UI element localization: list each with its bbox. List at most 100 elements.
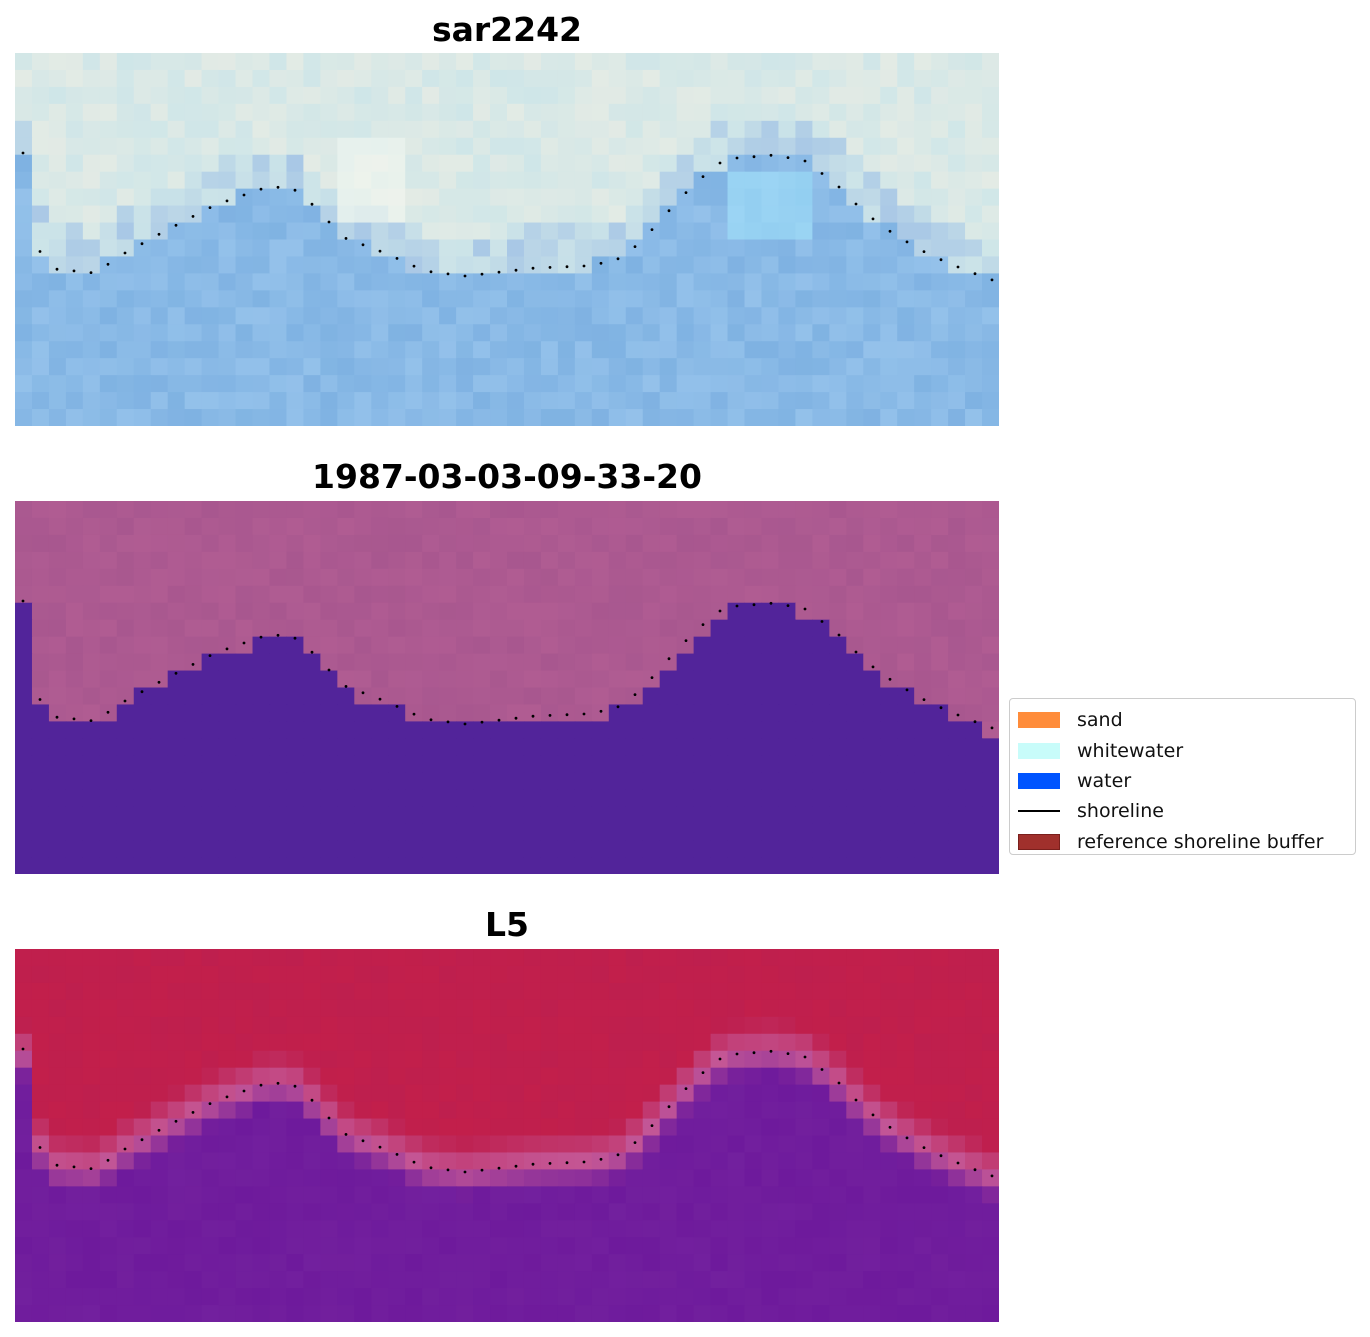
shoreline-point: [497, 270, 501, 274]
shoreline-point: [735, 1052, 739, 1056]
shoreline-point: [395, 705, 399, 708]
shoreline-point: [871, 217, 875, 221]
shoreline-point: [905, 240, 909, 244]
shoreline-point: [752, 1051, 756, 1055]
shoreline-point: [565, 265, 569, 269]
shoreline-point: [752, 603, 756, 607]
shoreline-point: [361, 1139, 365, 1143]
legend-item-water: water: [1018, 766, 1347, 796]
rgb-image: [15, 53, 999, 426]
shoreline-point: [922, 250, 926, 254]
shoreline-point: [208, 654, 212, 657]
shoreline-point: [650, 228, 654, 232]
shoreline-point: [667, 1105, 671, 1109]
shoreline-point: [990, 1174, 994, 1178]
shoreline-point: [497, 1166, 501, 1170]
shoreline-point: [72, 269, 76, 273]
shoreline-point: [548, 1162, 552, 1165]
shoreline-point: [72, 717, 76, 721]
shoreline-point: [973, 272, 977, 276]
shoreline-point: [531, 1162, 535, 1166]
shoreline-point: [888, 229, 892, 233]
shoreline-point: [956, 713, 960, 717]
shoreline-point: [361, 243, 365, 247]
shoreline-point: [446, 720, 450, 724]
legend-label-sand: sand: [1077, 709, 1123, 732]
panel-title-1: sar2242: [431, 10, 583, 49]
shoreline-point: [735, 604, 739, 608]
shoreline-point: [429, 270, 433, 274]
shoreline-point: [837, 633, 841, 637]
shoreline-point: [55, 267, 59, 271]
shoreline-point: [973, 720, 977, 724]
shoreline-point: [480, 272, 484, 276]
shoreline-point: [276, 1081, 280, 1085]
index-pixels: [15, 949, 999, 1322]
shoreline-point: [378, 249, 382, 253]
shoreline-point: [293, 1084, 297, 1088]
shoreline-point: [531, 266, 535, 270]
shoreline-point: [514, 716, 518, 720]
legend-label-shoreline: shoreline: [1077, 800, 1164, 823]
shoreline-point: [21, 151, 25, 155]
shoreline-point: [480, 720, 484, 724]
classified-image: [15, 501, 999, 874]
shoreline-point: [140, 690, 144, 694]
shoreline-point: [395, 1153, 399, 1156]
shoreline-point: [548, 266, 552, 269]
sand-swatch: [1018, 712, 1060, 729]
shoreline-point: [72, 1165, 76, 1169]
shoreline-point: [395, 257, 399, 260]
shoreline-point: [956, 265, 960, 269]
shoreline-point: [140, 242, 144, 246]
shoreline-point: [429, 1166, 433, 1170]
shoreline-point: [344, 685, 348, 688]
shoreline-point: [769, 601, 773, 605]
index-shoreline-dots: [21, 1047, 994, 1178]
shoreline-point: [854, 202, 858, 206]
shoreline-point: [735, 156, 739, 160]
shoreline-point: [769, 1049, 773, 1053]
shoreline-point: [106, 262, 110, 266]
panel-title-3: L5: [485, 905, 529, 944]
shoreline-point: [752, 155, 756, 159]
shoreline-line-swatch: [1018, 810, 1060, 813]
shoreline-point: [701, 175, 705, 178]
shoreline-point: [599, 709, 603, 713]
shoreline-point: [939, 1154, 943, 1158]
legend-label-reference-buffer: reference shoreline buffer: [1077, 830, 1324, 853]
shoreline-point: [21, 1047, 25, 1051]
shoreline-point: [871, 1113, 875, 1117]
shoreline-point: [344, 1133, 348, 1136]
shoreline-point: [463, 1170, 467, 1174]
shoreline-point: [191, 663, 195, 666]
shoreline-point: [21, 599, 25, 603]
shoreline-point: [497, 718, 501, 722]
classified-pixels: [15, 501, 999, 874]
shoreline-point: [259, 1083, 263, 1087]
shoreline-point: [310, 1098, 314, 1102]
reference-buffer-swatch: [1018, 833, 1060, 850]
image-panel-rgb: [15, 53, 999, 426]
shoreline-point: [616, 705, 620, 709]
shoreline-point: [123, 699, 127, 703]
shoreline-point: [820, 1068, 824, 1071]
shoreline-point: [38, 698, 42, 701]
shoreline-point: [514, 268, 518, 272]
shoreline-point: [667, 209, 671, 213]
shoreline-point: [820, 172, 824, 175]
shoreline-point: [225, 1095, 229, 1099]
shoreline-point: [633, 693, 637, 696]
shoreline-point: [89, 1167, 93, 1170]
shoreline-point: [990, 726, 994, 730]
shoreline-point: [837, 185, 841, 189]
shoreline-point: [310, 650, 314, 654]
shoreline-point: [922, 1146, 926, 1149]
shoreline-point: [684, 1087, 688, 1090]
shoreline-point: [174, 671, 178, 675]
shoreline-point: [242, 193, 246, 197]
shoreline-point: [310, 202, 314, 206]
shoreline-point: [616, 1153, 620, 1157]
shoreline-point: [684, 639, 688, 642]
shoreline-point: [378, 697, 382, 701]
